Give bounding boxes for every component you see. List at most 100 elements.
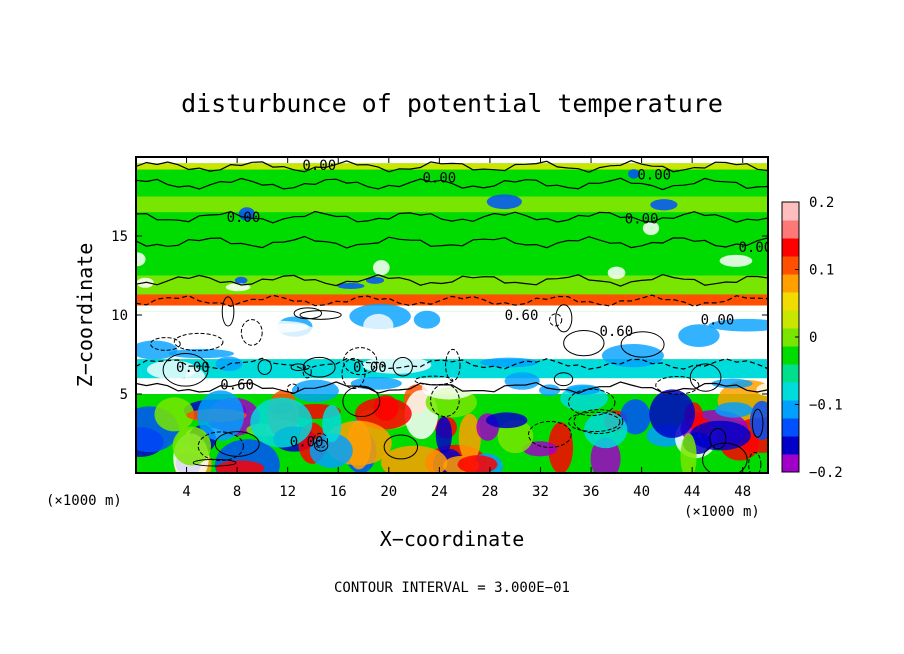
contour-interval-note: CONTOUR INTERVAL = 3.000E−01	[334, 580, 570, 596]
field-blob	[136, 252, 146, 267]
field-blob	[678, 324, 720, 348]
field-blob	[136, 340, 178, 360]
colorbar: 0.2 0.1 0 −0.1 −0.2	[781, 195, 843, 481]
contour-line	[553, 372, 574, 387]
contour-line	[709, 427, 727, 450]
field-blob	[457, 455, 498, 473]
field-blob	[628, 169, 640, 179]
field-blob	[680, 433, 697, 473]
field-blob	[380, 445, 448, 473]
colorbar-swatch	[782, 256, 799, 275]
x-axis-unit-right: (×1000 m)	[684, 504, 760, 520]
contour-line	[343, 347, 378, 376]
field-band-1	[136, 163, 768, 170]
field-blob	[296, 307, 353, 319]
colorbar-swatch	[782, 418, 799, 437]
y-tick-label: 10	[111, 308, 128, 324]
contour-line	[314, 439, 329, 452]
contour-line	[214, 431, 260, 457]
contour-line	[136, 177, 768, 191]
contour-line	[136, 273, 768, 287]
field-blob	[504, 372, 540, 390]
contour-label: 0.00	[353, 360, 387, 376]
colorbar-tick-label: 0.2	[809, 195, 834, 211]
colorbar-tick-label: −0.2	[809, 465, 843, 481]
contour-line	[221, 296, 235, 327]
contour-label: 0.00	[176, 360, 210, 376]
contour-line	[290, 363, 306, 372]
x-tick-label: 8	[233, 484, 241, 500]
contour-line	[689, 363, 722, 392]
contour-line	[528, 420, 572, 448]
y-axis-label: Z−coordinate	[73, 243, 97, 388]
x-axis-unit-left: (×1000 m)	[46, 493, 122, 509]
contour-line	[567, 388, 616, 417]
contour-label: 0.60	[599, 324, 633, 340]
x-tick-label: 28	[481, 484, 498, 500]
colorbar-swatch	[782, 310, 799, 329]
x-tick-label: 32	[532, 484, 549, 500]
contour-line	[563, 329, 605, 357]
contour-line	[383, 434, 419, 460]
field-blob	[715, 402, 753, 418]
contour-line	[136, 210, 768, 224]
contour-label: 0.00	[701, 313, 735, 329]
contour-line	[312, 432, 329, 449]
contour-label: 0.00	[423, 171, 457, 187]
field-blob	[421, 377, 476, 400]
field-blob	[154, 397, 195, 432]
contour-label: 0.00	[739, 240, 773, 256]
contour-line	[342, 385, 381, 418]
colorbar-swatch	[782, 346, 799, 365]
colorbar-swatch	[782, 292, 799, 311]
contour-line	[192, 458, 237, 467]
colorbar-swatch	[782, 202, 799, 221]
contour-line	[173, 332, 224, 352]
contour-label: 0.00	[227, 210, 261, 226]
contour-label: 0.60	[505, 308, 539, 324]
contour-line	[136, 381, 768, 394]
contour-line	[655, 375, 700, 395]
colorbar-swatch	[782, 364, 799, 383]
colorbar-swatch	[782, 382, 799, 401]
colorbar-swatch	[782, 454, 799, 473]
x-tick-label: 48	[734, 484, 751, 500]
y-tick-label: 15	[111, 229, 128, 245]
field-blob	[650, 199, 678, 211]
contour-line	[302, 356, 336, 378]
contour-line	[555, 304, 573, 333]
contour-line	[702, 442, 748, 473]
x-tick-label: 16	[330, 484, 347, 500]
field-blob	[719, 254, 753, 267]
field-blob	[736, 333, 768, 347]
field-blob	[522, 441, 558, 457]
field-blob	[480, 357, 538, 368]
field-blob	[197, 390, 244, 441]
contour-line	[620, 331, 665, 358]
contour-label: 0.00	[290, 434, 324, 450]
field-blob	[258, 323, 317, 340]
field-blob	[711, 378, 753, 389]
field-blob	[413, 310, 441, 329]
contour-line	[341, 357, 366, 390]
field-blob	[350, 377, 402, 390]
contour-line	[748, 451, 762, 473]
field-blob	[250, 397, 313, 448]
y-tick-label: 5	[120, 387, 128, 403]
contour-line	[136, 357, 768, 371]
contour-line	[751, 408, 764, 438]
colorbar-swatch	[782, 220, 799, 239]
field-blob	[756, 383, 768, 396]
field-blob	[458, 413, 481, 462]
contour-label: 0.00	[625, 212, 659, 228]
field-blob	[435, 416, 452, 454]
field-blob	[486, 194, 522, 210]
contour-line	[136, 235, 768, 249]
colorbar-swatch	[782, 238, 799, 257]
field-blob	[649, 389, 695, 438]
contour-line	[293, 307, 323, 320]
field-blob	[322, 404, 342, 443]
field-blob	[749, 400, 768, 440]
field-blob	[146, 360, 197, 380]
